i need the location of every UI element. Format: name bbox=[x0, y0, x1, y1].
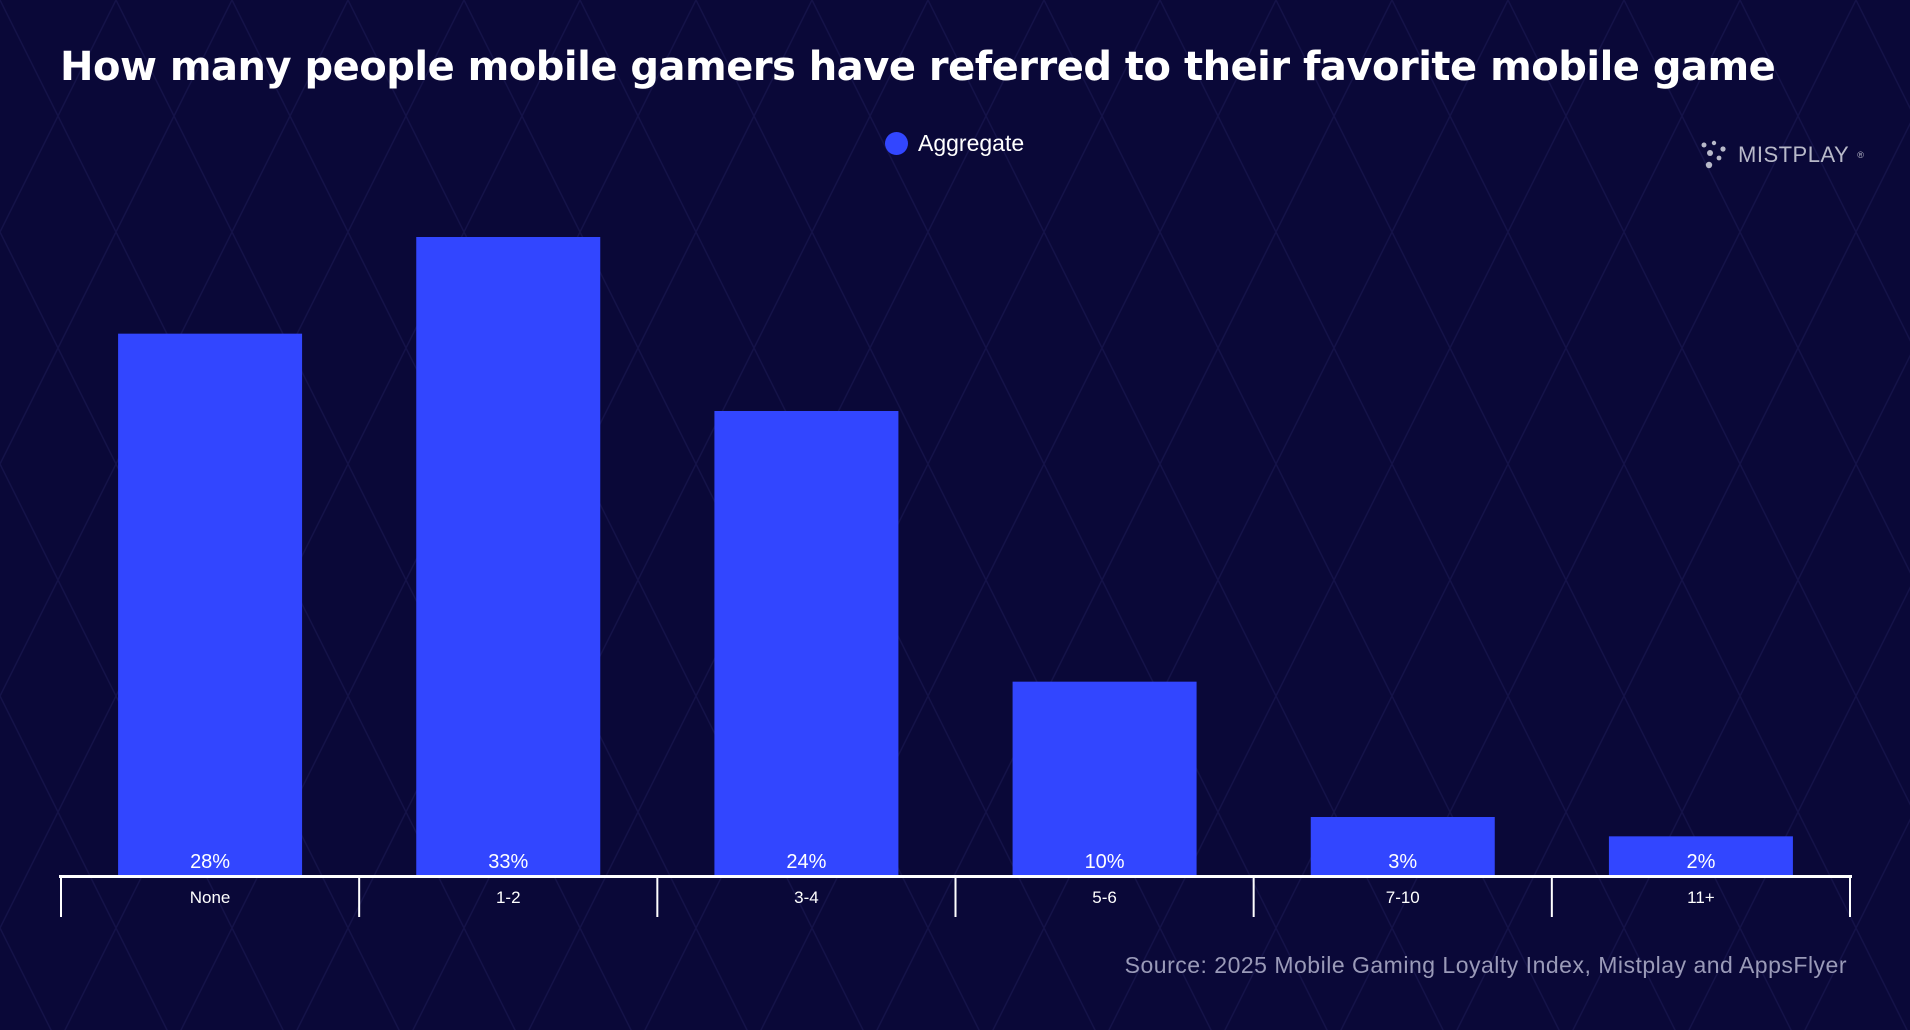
bar-1-2 bbox=[416, 237, 601, 875]
bar-5-6 bbox=[1012, 681, 1197, 875]
legend-label: Aggregate bbox=[918, 130, 1025, 156]
source-note: Source: 2025 Mobile Gaming Loyalty Index… bbox=[1124, 952, 1847, 978]
x-tick-label: 11+ bbox=[1687, 888, 1715, 907]
dots-logo-icon bbox=[1701, 140, 1726, 169]
bar-3-4 bbox=[714, 411, 899, 875]
bar-value-label: 28% bbox=[190, 851, 230, 873]
x-tick-label: 7-10 bbox=[1386, 888, 1420, 907]
x-tick-label: 1-2 bbox=[496, 888, 521, 907]
bar-value-label: 3% bbox=[1388, 851, 1417, 873]
bar-value-label: 10% bbox=[1085, 851, 1125, 873]
brand-mark: ® bbox=[1857, 150, 1865, 160]
x-tick-label: None bbox=[190, 888, 231, 907]
x-tick-label: 3-4 bbox=[794, 888, 819, 907]
chart-title: How many people mobile gamers have refer… bbox=[60, 44, 1776, 90]
bar-value-label: 2% bbox=[1686, 851, 1715, 873]
bar-value-label: 33% bbox=[488, 851, 528, 873]
bar-None bbox=[118, 333, 303, 876]
brand-logo: MISTPLAY ® bbox=[1700, 140, 1864, 170]
legend: Aggregate bbox=[885, 130, 1024, 157]
x-tick-label: 5-6 bbox=[1092, 888, 1117, 907]
bar-7-10 bbox=[1310, 817, 1495, 875]
legend-swatch bbox=[885, 132, 908, 155]
bar-value-label: 24% bbox=[786, 851, 826, 873]
brand-name: MISTPLAY bbox=[1738, 142, 1850, 167]
bar-11+ bbox=[1608, 836, 1793, 875]
